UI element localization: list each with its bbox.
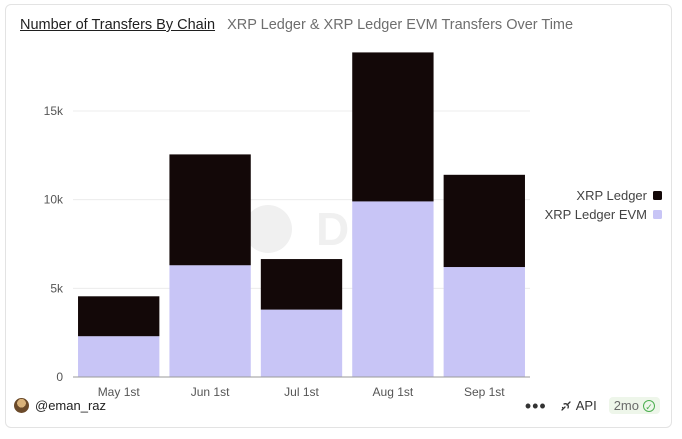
bar-xrp-ledger[interactable] (260, 259, 343, 310)
query-age-badge: 2mo ✓ (608, 397, 660, 414)
x-tick-label: Jul 1st (284, 385, 319, 399)
query-title-link[interactable]: Number of Transfers By Chain (20, 17, 216, 33)
bar-xrp-ledger-evm[interactable] (78, 336, 160, 377)
avatar[interactable] (14, 398, 29, 413)
x-tick-label: Jun 1st (191, 385, 230, 399)
y-tick-label: 15k (44, 104, 64, 118)
bar-xrp-ledger[interactable] (78, 296, 160, 337)
legend-swatch (653, 210, 662, 219)
bar-xrp-ledger-evm[interactable] (352, 201, 434, 377)
x-tick-label: Aug 1st (373, 385, 414, 399)
legend: XRP Ledger XRP Ledger EVM (545, 188, 662, 222)
bar-xrp-ledger-evm[interactable] (169, 265, 251, 377)
legend-label: XRP Ledger EVM (545, 207, 647, 222)
footer-actions: ••• API 2mo ✓ (524, 395, 660, 416)
legend-swatch (653, 191, 662, 200)
legend-label: XRP Ledger (576, 188, 647, 203)
age-label: 2mo (613, 398, 639, 413)
axes: 0 5k 10k 15k May 1st Jun 1st Jul 1st Aug 1st Sep… (44, 104, 530, 399)
y-tick-label: 10k (44, 193, 64, 207)
bar-xrp-ledger[interactable] (169, 154, 251, 266)
chart-subtitle: XRP Ledger & XRP Ledger EVM Transfers Ov… (227, 17, 574, 33)
y-tick-label: 0 (56, 370, 63, 384)
api-button[interactable]: API (559, 398, 597, 413)
api-label: API (575, 398, 597, 413)
y-tick-label: 5k (50, 281, 64, 295)
check-icon: ✓ (643, 399, 655, 412)
chart-header: Number of Transfers By Chain XRP Ledger … (20, 17, 573, 33)
author-name[interactable]: @eman_raz (35, 398, 107, 413)
api-icon (561, 400, 571, 411)
bar-xrp-ledger-evm[interactable] (443, 267, 525, 377)
footer-author: @eman_raz (14, 398, 106, 413)
x-tick-label: May 1st (98, 385, 141, 399)
x-tick-label: Sep 1st (464, 385, 505, 399)
more-icon[interactable]: ••• (524, 395, 547, 416)
bar-xrp-ledger-evm[interactable] (260, 309, 343, 377)
bar-xrp-ledger[interactable] (443, 174, 525, 268)
bars (78, 52, 525, 377)
bar-xrp-ledger[interactable] (352, 52, 434, 202)
